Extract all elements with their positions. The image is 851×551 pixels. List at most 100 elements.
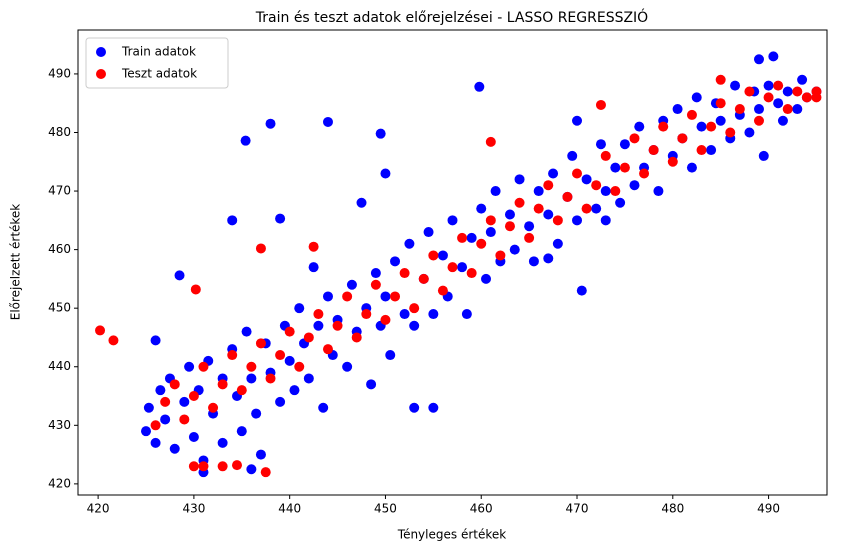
point [514, 197, 525, 208]
point [773, 80, 784, 91]
point [404, 238, 415, 249]
point [399, 309, 410, 320]
point [548, 168, 559, 179]
point [294, 361, 305, 372]
x-tick-label: 480 [661, 502, 684, 516]
point [322, 344, 333, 355]
point [715, 74, 726, 85]
point [753, 115, 764, 126]
point [409, 320, 420, 331]
point [581, 203, 592, 214]
point [160, 396, 171, 407]
point [634, 121, 645, 132]
point [160, 414, 171, 425]
legend-label: Teszt adatok [121, 67, 197, 81]
point [552, 215, 563, 226]
point [572, 115, 583, 126]
y-tick-label: 450 [48, 301, 71, 315]
y-tick-label: 440 [48, 359, 71, 373]
point [474, 81, 485, 92]
point [303, 332, 314, 343]
point [208, 402, 219, 413]
point [591, 203, 602, 214]
point [143, 402, 154, 413]
point [437, 250, 448, 261]
point [543, 209, 554, 220]
point [753, 104, 764, 115]
point [260, 467, 271, 478]
legend-marker [96, 47, 106, 57]
chart-title: Train és teszt adatok előrejelzései - LA… [255, 8, 648, 26]
legend-marker [96, 69, 106, 79]
point [706, 145, 717, 156]
x-tick-label: 440 [278, 502, 301, 516]
point [629, 133, 640, 144]
point [619, 139, 630, 150]
point [428, 309, 439, 320]
point [562, 191, 573, 202]
point [361, 309, 372, 320]
point [179, 414, 190, 425]
point [198, 461, 209, 472]
x-tick-label: 420 [87, 502, 110, 516]
point [629, 180, 640, 191]
point [485, 215, 496, 226]
point [308, 241, 319, 252]
point [543, 180, 554, 191]
point [576, 285, 587, 296]
point [504, 209, 515, 220]
point [108, 335, 119, 346]
point [610, 162, 621, 173]
point [241, 326, 252, 337]
point [141, 426, 152, 437]
point [639, 168, 650, 179]
point [217, 379, 228, 390]
point [409, 303, 420, 314]
point [236, 426, 247, 437]
point [600, 186, 611, 197]
points [95, 51, 822, 478]
point [303, 373, 314, 384]
point [615, 197, 626, 208]
point [782, 104, 793, 115]
point [351, 332, 362, 343]
point [390, 256, 401, 267]
point [265, 373, 276, 384]
point [691, 92, 702, 103]
point [543, 253, 554, 264]
y-tick-label: 460 [48, 242, 71, 256]
point [509, 244, 520, 255]
point [758, 150, 769, 161]
point [284, 355, 295, 366]
point [600, 215, 611, 226]
point [227, 350, 238, 361]
point [155, 385, 166, 396]
point [356, 197, 367, 208]
point [313, 320, 324, 331]
point [552, 238, 563, 249]
point [184, 361, 195, 372]
point [528, 256, 539, 267]
point [801, 92, 812, 103]
point [332, 320, 343, 331]
point [572, 215, 583, 226]
axes-frame [77, 29, 828, 496]
point [246, 464, 257, 475]
x-tick-label: 450 [374, 502, 397, 516]
point [380, 314, 391, 325]
point [409, 402, 420, 413]
point [150, 420, 161, 431]
point [188, 461, 199, 472]
point [686, 109, 697, 120]
point [275, 350, 286, 361]
point [255, 338, 266, 349]
point [265, 118, 276, 129]
point [572, 168, 583, 179]
point [792, 86, 803, 97]
point [782, 86, 793, 97]
plot-area [95, 51, 822, 478]
point [174, 270, 185, 281]
point [658, 121, 669, 132]
point [777, 115, 788, 126]
